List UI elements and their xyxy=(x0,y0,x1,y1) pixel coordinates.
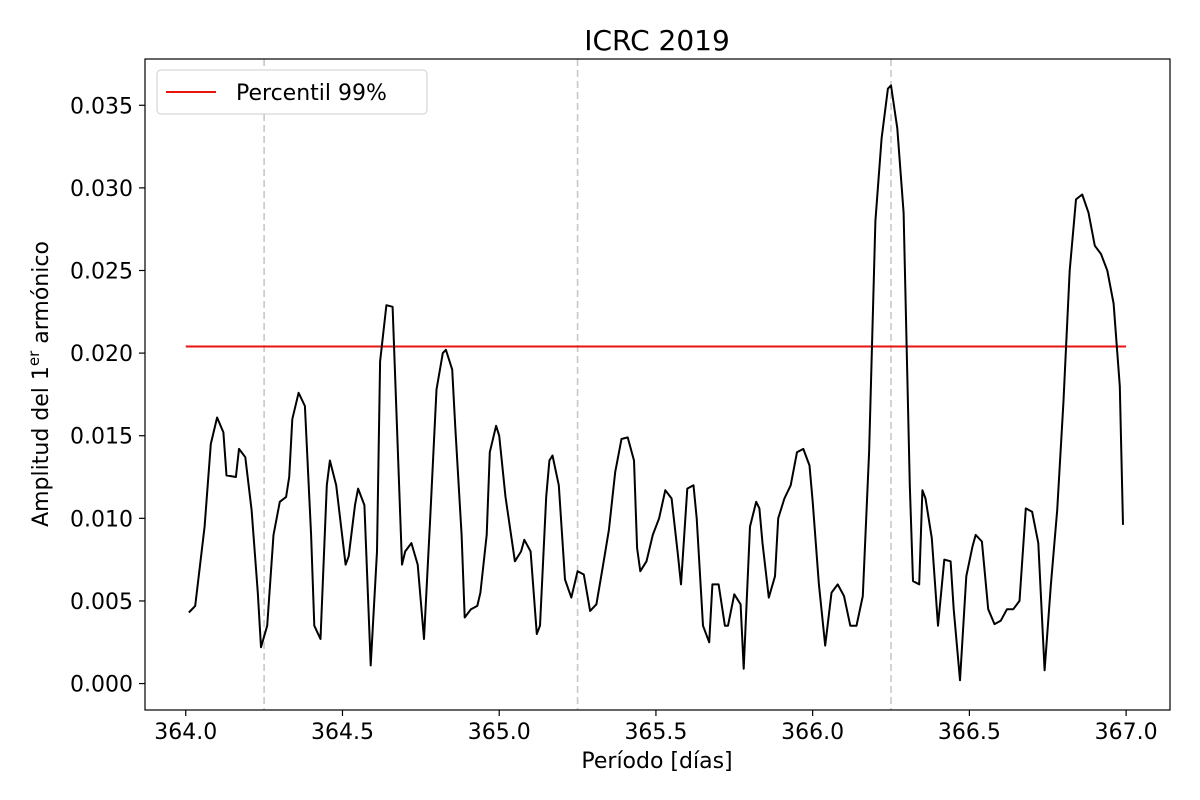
x-axis-title: Período [días] xyxy=(581,749,732,774)
y-tick-label: 0.000 xyxy=(70,673,133,698)
y-tick-label: 0.015 xyxy=(70,425,133,450)
y-tick-label: 0.020 xyxy=(70,342,133,367)
x-tick-label: 364.0 xyxy=(154,720,217,745)
y-axis-title: Amplitud del 1er armónico xyxy=(25,241,54,527)
x-axis-ticks: 364.0 364.5 365.0 365.5 366.0 366.5 367.0 xyxy=(154,710,1158,745)
x-tick-label: 364.5 xyxy=(311,720,374,745)
y-tick-label: 0.025 xyxy=(70,259,133,284)
legend-label-percentil: Percentil 99% xyxy=(236,81,387,106)
y-tick-label: 0.030 xyxy=(70,177,133,202)
plot-area-frame xyxy=(144,58,1171,711)
x-tick-label: 365.0 xyxy=(468,720,531,745)
series-line-0 xyxy=(188,84,1124,682)
x-tick-label: 366.5 xyxy=(938,720,1001,745)
chart-title: ICRC 2019 xyxy=(584,24,730,57)
x-tick-label: 366.0 xyxy=(781,720,844,745)
y-tick-label: 0.010 xyxy=(70,507,133,532)
vertical-reference-lines xyxy=(263,59,892,710)
y-tick-label: 0.005 xyxy=(70,590,133,615)
y-tick-label: 0.035 xyxy=(70,94,133,119)
y-axis-title-main: Amplitud del 1 xyxy=(29,366,54,527)
x-tick-label: 365.5 xyxy=(624,720,687,745)
y-axis-title-superscript: er xyxy=(25,350,43,366)
legend: Percentil 99% xyxy=(156,69,428,115)
y-axis-ticks: 0.000 0.005 0.010 0.015 0.020 0.025 0.030 0.035 xyxy=(70,94,145,698)
series-layer xyxy=(188,84,1124,682)
legend-box xyxy=(156,69,428,115)
y-axis-title-suffix: armónico xyxy=(29,241,54,351)
x-tick-label: 367.0 xyxy=(1095,720,1158,745)
